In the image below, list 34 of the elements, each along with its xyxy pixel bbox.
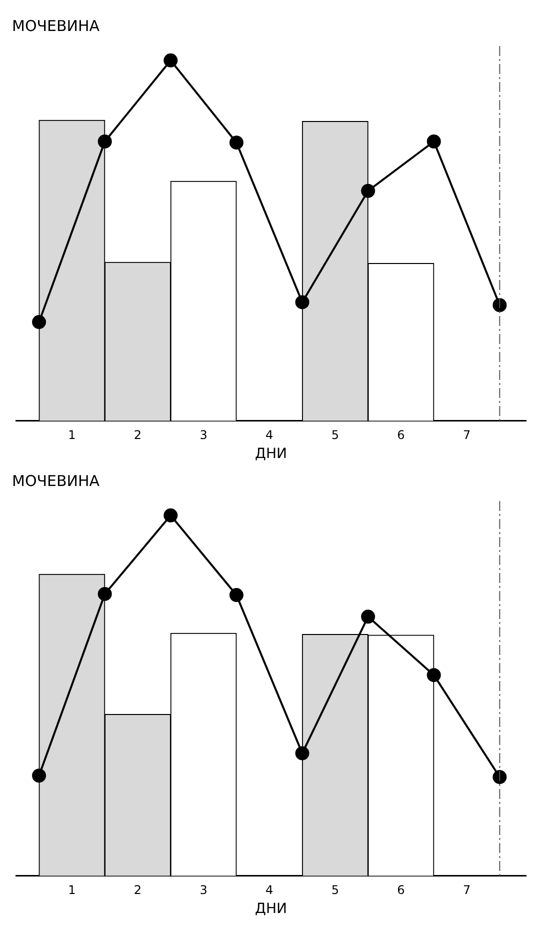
point	[426, 134, 441, 148]
point	[32, 768, 46, 783]
point	[361, 610, 376, 624]
x-tick-label: 7	[462, 883, 471, 898]
point	[164, 53, 178, 68]
point	[426, 668, 441, 682]
x-tick-label: 6	[397, 883, 405, 898]
point	[98, 134, 112, 148]
x-tick-label: 5	[331, 883, 339, 898]
x-tick-label: 4	[266, 883, 274, 898]
point	[295, 295, 310, 310]
x-tick-label: 5	[331, 428, 339, 442]
x-axis-title: ДНИ	[255, 901, 287, 918]
x-tick-label: 2	[134, 883, 142, 898]
point	[295, 746, 310, 760]
chart-title: МОЧЕВИНА	[12, 472, 100, 490]
x-tick-label: 2	[134, 428, 142, 442]
x-tick-label: 1	[68, 428, 76, 442]
point	[98, 586, 112, 601]
x-tick-label: 1	[68, 883, 76, 898]
point	[229, 136, 244, 150]
x-tick-label: 7	[462, 428, 471, 442]
x-axis-title: ДНИ	[255, 446, 287, 462]
point	[492, 770, 507, 784]
x-tick-label: 3	[200, 428, 208, 442]
x-tick-label: 6	[397, 428, 405, 442]
point	[229, 588, 244, 602]
x-tick-label: 3	[200, 883, 208, 898]
point	[164, 508, 178, 522]
chart-title: МОЧЕВИНА	[12, 16, 100, 35]
point	[361, 184, 376, 198]
point	[492, 298, 507, 312]
point	[32, 315, 46, 330]
x-tick-label: 4	[266, 428, 274, 442]
